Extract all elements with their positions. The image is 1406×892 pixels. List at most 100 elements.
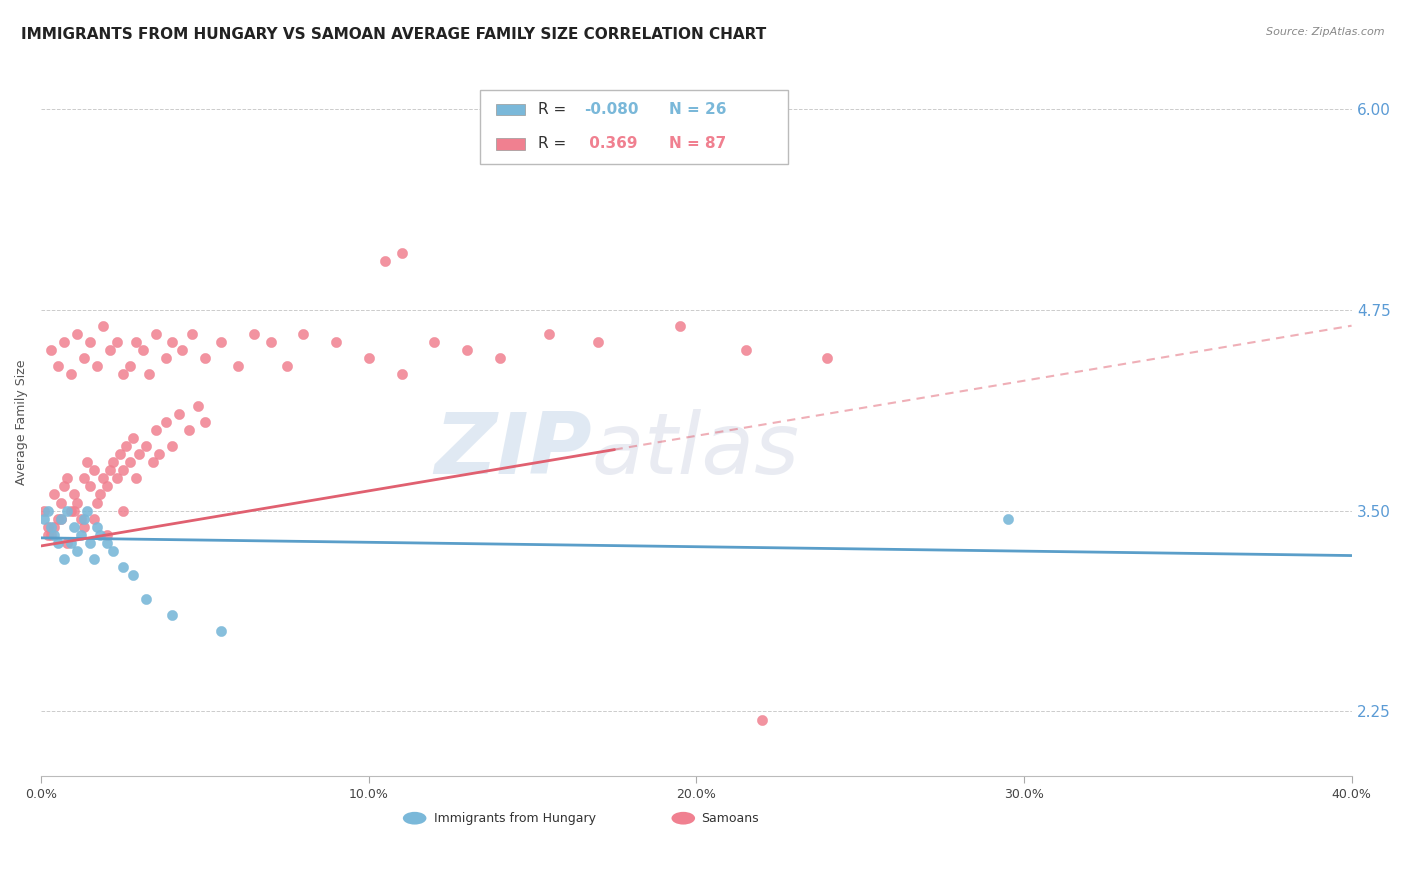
- Point: [44, 527, 66, 541]
- Point: [374, 254, 396, 268]
- Text: R =: R =: [538, 103, 571, 117]
- FancyBboxPatch shape: [496, 104, 524, 115]
- Point: [37, 503, 59, 517]
- Point: [167, 407, 190, 421]
- Point: [83, 511, 105, 525]
- Point: [53, 551, 76, 566]
- Point: [669, 318, 692, 333]
- Point: [44, 487, 66, 501]
- Point: [243, 326, 266, 341]
- Text: -0.080: -0.080: [583, 103, 638, 117]
- Point: [69, 511, 91, 525]
- Point: [112, 367, 135, 381]
- Point: [49, 511, 72, 525]
- Point: [325, 334, 347, 349]
- Point: [132, 343, 155, 357]
- Point: [125, 334, 148, 349]
- Point: [66, 326, 89, 341]
- Point: [145, 326, 167, 341]
- FancyBboxPatch shape: [481, 90, 789, 164]
- Point: [39, 519, 62, 533]
- Point: [79, 334, 101, 349]
- Point: [56, 535, 79, 549]
- Point: [98, 343, 121, 357]
- Point: [276, 359, 298, 373]
- Point: [292, 326, 315, 341]
- Point: [160, 334, 183, 349]
- Point: [160, 439, 183, 453]
- Point: [49, 495, 72, 509]
- Point: [86, 495, 108, 509]
- Point: [53, 479, 76, 493]
- Point: [63, 487, 86, 501]
- Point: [53, 334, 76, 349]
- Point: [155, 351, 177, 365]
- Point: [46, 511, 69, 525]
- Point: [391, 367, 413, 381]
- Point: [122, 567, 145, 582]
- Point: [96, 527, 118, 541]
- Point: [46, 535, 69, 549]
- Text: N = 87: N = 87: [669, 136, 725, 152]
- Point: [138, 367, 160, 381]
- Text: Samoans: Samoans: [702, 812, 759, 825]
- Point: [63, 503, 86, 517]
- Point: [155, 415, 177, 429]
- Point: [34, 511, 56, 525]
- Point: [66, 543, 89, 558]
- Point: [66, 495, 89, 509]
- Point: [112, 463, 135, 477]
- Point: [86, 519, 108, 533]
- Point: [39, 343, 62, 357]
- Point: [125, 471, 148, 485]
- Point: [89, 527, 111, 541]
- Point: [79, 535, 101, 549]
- Point: [96, 479, 118, 493]
- Point: [751, 713, 773, 727]
- Point: [145, 423, 167, 437]
- Point: [586, 334, 609, 349]
- Point: [98, 463, 121, 477]
- Point: [73, 511, 96, 525]
- Point: [49, 511, 72, 525]
- Point: [209, 624, 232, 639]
- Point: [69, 527, 91, 541]
- Point: [73, 519, 96, 533]
- Text: Source: ZipAtlas.com: Source: ZipAtlas.com: [1267, 27, 1385, 37]
- Point: [488, 351, 510, 365]
- Point: [209, 334, 232, 349]
- Point: [37, 527, 59, 541]
- Point: [83, 463, 105, 477]
- Point: [187, 399, 209, 413]
- Point: [194, 415, 217, 429]
- Point: [103, 543, 125, 558]
- Text: R =: R =: [538, 136, 571, 152]
- Point: [76, 455, 98, 469]
- Point: [56, 471, 79, 485]
- Point: [96, 535, 118, 549]
- Point: [103, 455, 125, 469]
- Circle shape: [404, 812, 426, 824]
- Point: [56, 503, 79, 517]
- Point: [79, 479, 101, 493]
- Point: [89, 487, 111, 501]
- Point: [112, 559, 135, 574]
- Point: [59, 367, 82, 381]
- Point: [46, 359, 69, 373]
- FancyBboxPatch shape: [496, 138, 524, 150]
- Point: [118, 455, 141, 469]
- Point: [105, 334, 128, 349]
- Point: [142, 455, 165, 469]
- Point: [170, 343, 193, 357]
- Point: [63, 519, 86, 533]
- Circle shape: [672, 812, 695, 824]
- Point: [39, 527, 62, 541]
- Y-axis label: Average Family Size: Average Family Size: [15, 359, 28, 485]
- Text: ZIP: ZIP: [434, 409, 592, 491]
- Point: [423, 334, 446, 349]
- Point: [59, 535, 82, 549]
- Point: [259, 334, 281, 349]
- Point: [180, 326, 202, 341]
- Point: [76, 503, 98, 517]
- Point: [135, 439, 157, 453]
